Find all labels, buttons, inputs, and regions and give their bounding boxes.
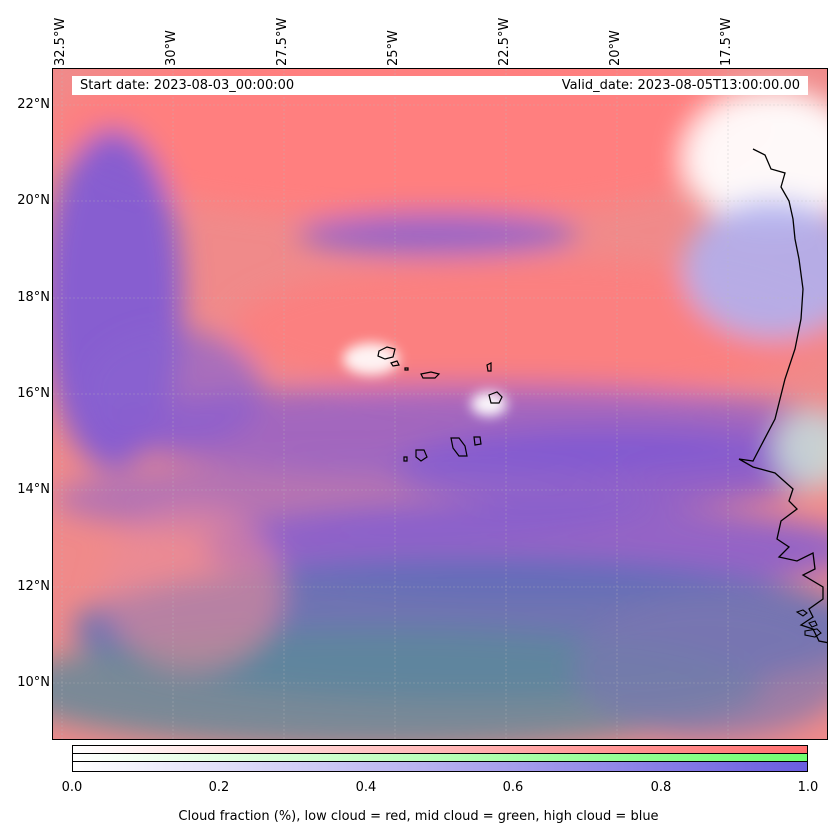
colorbar-caption: Cloud fraction (%), low cloud = red, mid… [178, 809, 659, 824]
lat-tick-16n: 16°N [17, 386, 50, 401]
cloud-fraction-colorbar [72, 745, 808, 772]
colorbar-low-cloud [73, 746, 807, 754]
lat-tick-14n: 14°N [17, 482, 50, 497]
colorbar-tick-0: 0.0 [61, 780, 83, 795]
lat-tick-22n: 22°N [17, 97, 50, 112]
lon-tick-25w: 25°W [386, 30, 401, 66]
lon-tick-30w: 30°W [164, 30, 179, 66]
cape-verde-islands [377, 346, 503, 462]
lat-tick-10n: 10°N [17, 675, 50, 690]
lon-tick-32-5w: 32.5°W [53, 17, 68, 66]
lon-tick-20w: 20°W [608, 30, 623, 66]
lat-tick-20n: 20°N [17, 193, 50, 208]
lon-tick-22-5w: 22.5°W [497, 17, 512, 66]
lon-tick-17-5w: 17.5°W [719, 17, 734, 66]
date-info-box [72, 76, 808, 95]
colorbar-tick-0-8: 0.8 [650, 780, 672, 795]
colorbar-tick-1: 1.0 [797, 780, 819, 795]
lon-tick-27-5w: 27.5°W [275, 17, 290, 66]
colorbar-tick-0-6: 0.6 [502, 780, 524, 795]
start-date-label: Start date: 2023-08-03_00:00:00 [80, 78, 295, 93]
colorbar-mid-cloud [73, 754, 807, 762]
map-gridlines [53, 69, 827, 739]
lat-tick-12n: 12°N [17, 579, 50, 594]
cloud-fraction-map [52, 68, 828, 740]
colorbar-tick-0-4: 0.4 [355, 780, 377, 795]
colorbar-tick-0-2: 0.2 [208, 780, 230, 795]
colorbar-high-cloud [73, 762, 807, 771]
map-canvas [53, 69, 827, 739]
valid-date-label: Valid_date: 2023-08-05T13:00:00.00 [561, 78, 800, 93]
bissagos-islands [795, 609, 822, 638]
lat-tick-18n: 18°N [17, 290, 50, 305]
west-africa-coastline [738, 148, 827, 644]
